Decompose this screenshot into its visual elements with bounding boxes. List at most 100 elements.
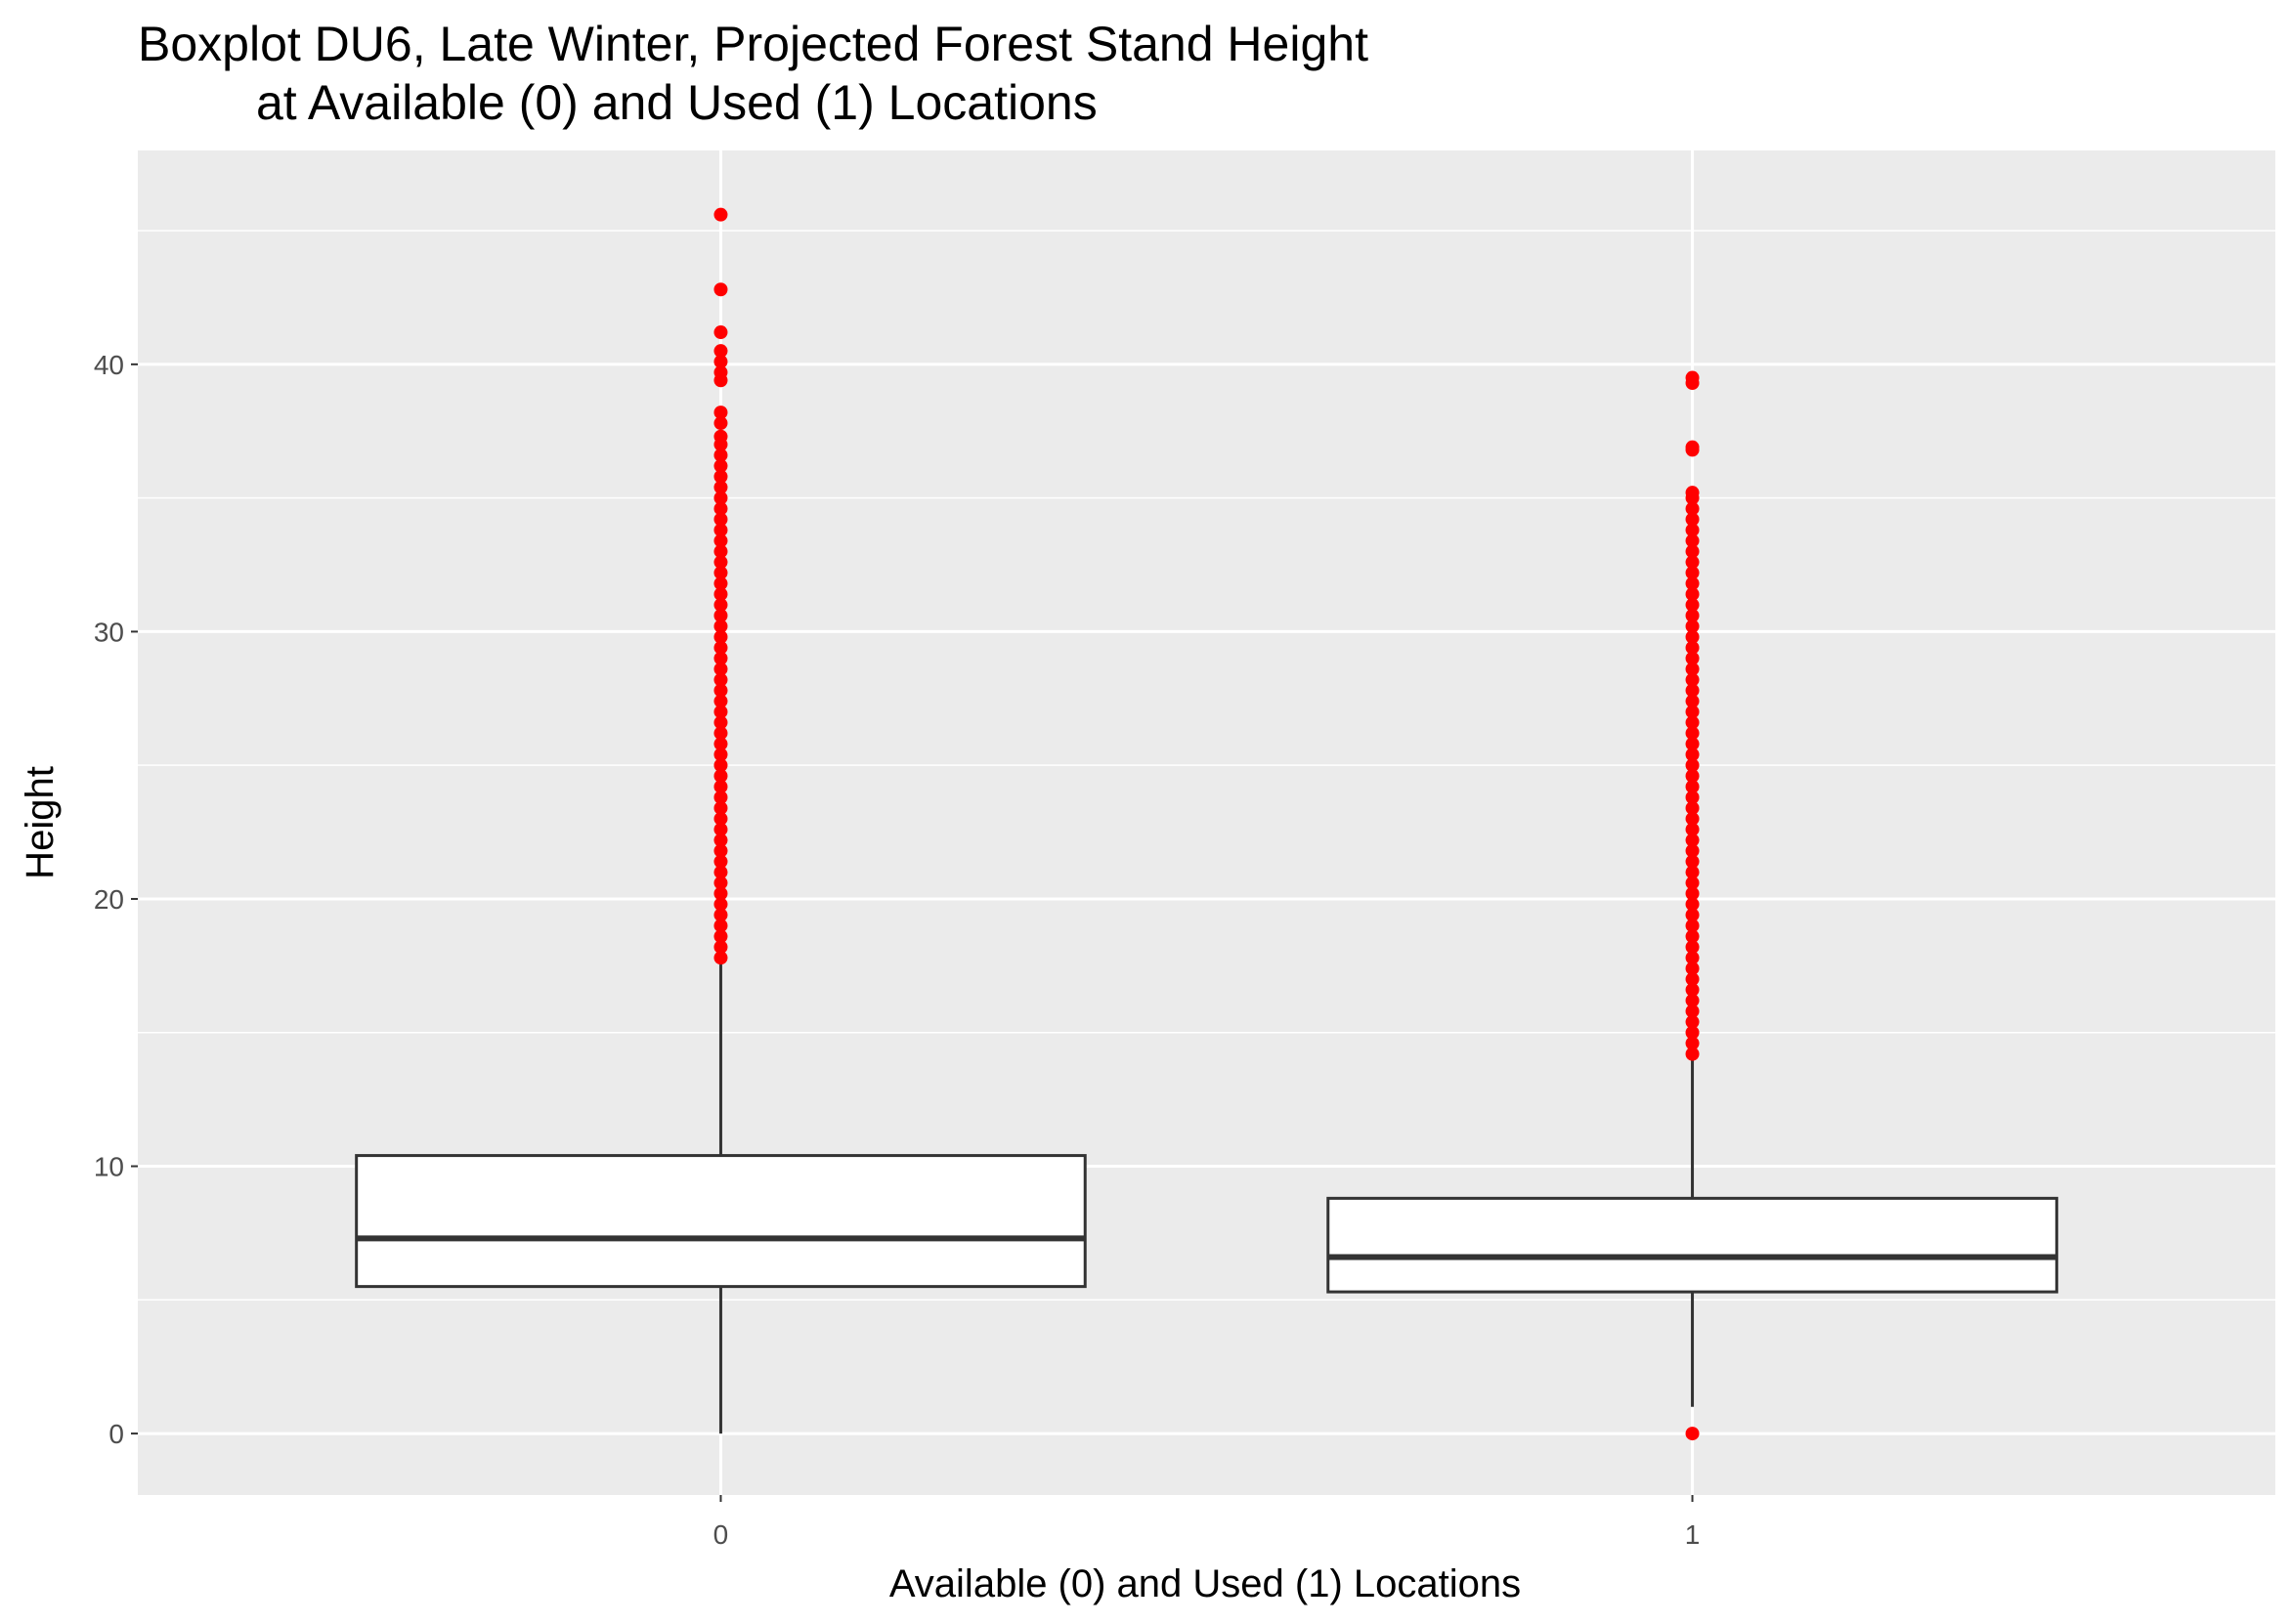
outlier (1685, 962, 1700, 976)
outlier (713, 865, 728, 879)
outlier (1685, 512, 1700, 527)
outlier (713, 448, 728, 462)
y-tick-label: 40 (94, 350, 124, 380)
outlier (1685, 619, 1700, 633)
outlier (713, 651, 728, 665)
outlier (1685, 748, 1700, 762)
y-tick-label: 10 (94, 1152, 124, 1182)
outlier (713, 325, 728, 340)
outlier (1685, 737, 1700, 751)
box (355, 1154, 1087, 1289)
outlier (1685, 662, 1700, 676)
outlier (713, 512, 728, 527)
outlier (1685, 940, 1700, 955)
outlier (1685, 886, 1700, 901)
outlier (713, 737, 728, 751)
outlier (1685, 577, 1700, 591)
outlier (713, 833, 728, 847)
outlier (713, 501, 728, 516)
outlier (1685, 1427, 1700, 1441)
outlier (1685, 929, 1700, 944)
outlier (713, 355, 728, 369)
y-tick-label: 20 (94, 884, 124, 915)
outlier (713, 662, 728, 676)
outlier (713, 800, 728, 815)
outlier (1685, 758, 1700, 773)
outlier (1685, 523, 1700, 537)
outlier (713, 491, 728, 505)
outlier (713, 811, 728, 826)
outlier (713, 769, 728, 784)
outlier (1685, 555, 1700, 570)
outlier (1685, 726, 1700, 741)
outlier (713, 672, 728, 687)
outlier (713, 544, 728, 559)
outlier (1685, 854, 1700, 869)
y-tick-label: 30 (94, 617, 124, 647)
outlier (713, 598, 728, 613)
outlier (1685, 897, 1700, 912)
outlier (1685, 672, 1700, 687)
box (1326, 1196, 2058, 1294)
outlier (713, 534, 728, 548)
outlier (1685, 486, 1700, 500)
outlier (1685, 715, 1700, 730)
outlier (713, 416, 728, 431)
outlier (1685, 705, 1700, 719)
outlier (1685, 629, 1700, 644)
outlier (713, 919, 728, 933)
outlier (1685, 694, 1700, 708)
outlier (713, 897, 728, 912)
outlier (1685, 811, 1700, 826)
chart-title: Boxplot DU6, Late Winter, Projected Fore… (138, 17, 1368, 71)
x-tick-label: 1 (1685, 1519, 1701, 1550)
outlier (713, 608, 728, 622)
outlier (713, 577, 728, 591)
outlier (1685, 544, 1700, 559)
outlier (1685, 865, 1700, 879)
outlier (1685, 1047, 1700, 1061)
outlier (1685, 800, 1700, 815)
outlier (1685, 651, 1700, 665)
x-tick-label: 0 (713, 1519, 729, 1550)
outlier (1685, 1014, 1700, 1029)
outlier (713, 480, 728, 494)
y-axis-title: Height (19, 766, 62, 879)
chart-title: at Available (0) and Used (1) Locations (256, 75, 1098, 130)
outlier (713, 344, 728, 359)
outlier (713, 566, 728, 580)
outlier (1685, 598, 1700, 613)
outlier (713, 282, 728, 297)
outlier (713, 683, 728, 698)
outlier (713, 822, 728, 836)
outlier (1685, 440, 1700, 454)
outlier (713, 406, 728, 420)
outlier (713, 951, 728, 965)
outlier (713, 715, 728, 730)
outlier (713, 587, 728, 602)
outlier (1685, 640, 1700, 655)
outlier (1685, 534, 1700, 548)
outlier (1685, 1036, 1700, 1050)
outlier (713, 780, 728, 794)
outlier (1685, 843, 1700, 858)
outlier (1685, 951, 1700, 965)
outlier (1685, 791, 1700, 805)
outlier (1685, 972, 1700, 987)
outlier (713, 791, 728, 805)
outlier (1685, 822, 1700, 836)
outlier (1685, 919, 1700, 933)
outlier (713, 458, 728, 473)
panel (138, 150, 2275, 1495)
outlier (713, 555, 728, 570)
outlier (1685, 1004, 1700, 1018)
outlier (1685, 683, 1700, 698)
outlier (713, 748, 728, 762)
outlier (713, 365, 728, 380)
outlier (1685, 982, 1700, 997)
outlier (1685, 587, 1700, 602)
outlier (713, 876, 728, 890)
outlier (1685, 833, 1700, 847)
x-axis-title: Available (0) and Used (1) Locations (889, 1562, 1521, 1605)
outlier (713, 694, 728, 708)
